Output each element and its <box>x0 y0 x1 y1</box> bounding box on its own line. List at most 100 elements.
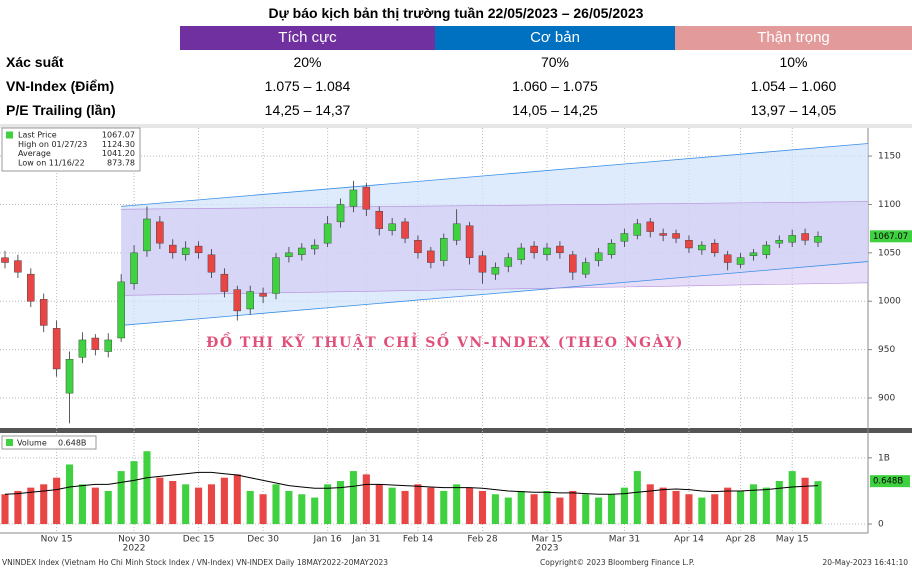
volume-bar <box>259 494 267 525</box>
volume-bar <box>801 477 809 525</box>
candle-body <box>156 221 164 244</box>
volume-bar <box>607 494 616 525</box>
volume-bar <box>749 484 758 525</box>
channel-line <box>121 143 869 207</box>
y-tick-label: 1050 <box>878 248 901 258</box>
volume-bar <box>543 490 551 525</box>
candle-body <box>581 262 590 275</box>
candle-body <box>233 289 242 312</box>
volume-bar <box>788 471 796 525</box>
volume-bar <box>427 487 435 525</box>
candle-body <box>788 235 796 243</box>
frame <box>0 124 912 128</box>
x-tick-label: Apr 28 <box>726 535 756 545</box>
candle-body <box>14 260 22 273</box>
candle-body <box>349 189 358 207</box>
y-tick-label: 1100 <box>878 200 901 210</box>
footer-timestamp: 20-May-2023 16:41:10 <box>823 558 909 567</box>
cell: 20% <box>293 54 322 70</box>
candle-body <box>388 223 396 231</box>
x-tick-label: Nov 30 <box>118 535 150 545</box>
volume-bar <box>595 497 603 525</box>
candle-body <box>207 254 216 273</box>
x-tick-label: Feb 28 <box>467 535 498 545</box>
candle-body <box>646 221 654 232</box>
volume-bar <box>530 494 538 525</box>
candle-body <box>130 252 138 285</box>
candle-body <box>78 339 87 358</box>
x-tick-label: Jan 31 <box>351 535 380 545</box>
volume-bar <box>40 484 48 525</box>
candle-body <box>375 211 383 229</box>
candle-body <box>517 247 525 260</box>
volume-legend-value: 0.648B <box>58 439 86 448</box>
volume-bar <box>672 490 680 525</box>
candle-body <box>117 281 125 339</box>
candle-body <box>220 273 229 292</box>
candle-body <box>723 254 732 263</box>
x-tick-label: Jan 16 <box>313 535 342 545</box>
x-tick-label: Dec 30 <box>247 535 279 545</box>
candle-body <box>310 244 319 250</box>
volume-bar <box>233 474 241 525</box>
candle-body <box>749 252 758 256</box>
volume-bar <box>91 487 99 525</box>
volume-bar <box>698 497 706 525</box>
row-label: VN-Index (Điểm) <box>6 78 115 94</box>
candle-body <box>298 247 306 255</box>
candle-body <box>52 328 61 370</box>
candle-body <box>246 291 254 310</box>
candle-body <box>285 252 293 257</box>
volume-bar <box>466 487 474 525</box>
candle-body <box>659 233 667 236</box>
header-row: Tích cực Cơ bản Thận trọng <box>0 26 912 50</box>
volume-bar <box>130 461 138 525</box>
cell: 10% <box>779 54 808 70</box>
candle-body <box>633 223 642 236</box>
volume-bar <box>143 451 151 525</box>
volume-bar <box>53 477 61 525</box>
volume-bar <box>169 481 177 525</box>
volume-bar <box>156 477 164 525</box>
volume-bar <box>311 497 319 525</box>
volume-bar <box>620 487 628 525</box>
footer-copyright: Copyright© 2023 Bloomberg Finance L.P. <box>540 558 695 567</box>
volume-bar <box>182 484 190 525</box>
candle-body <box>181 247 190 255</box>
candle-body <box>27 273 35 302</box>
volume-bar <box>504 497 512 525</box>
candle-body <box>504 257 513 267</box>
volume-bar <box>336 481 345 525</box>
candle-body <box>91 337 100 350</box>
volume-bar <box>401 490 409 525</box>
volume-bar <box>646 484 654 525</box>
volume-bar <box>724 487 732 525</box>
candle-body <box>569 254 577 273</box>
last-volume-tag <box>870 475 910 488</box>
last-price-tag <box>870 230 912 243</box>
volume-bar <box>569 490 577 525</box>
candle-body <box>440 238 448 261</box>
volume-bar <box>285 490 293 525</box>
candle-body <box>698 244 706 251</box>
volume-bar <box>207 484 216 525</box>
volume-bar <box>478 490 487 525</box>
candle-body <box>465 225 474 258</box>
cell: 14,25 – 14,37 <box>264 102 351 118</box>
volume-bar <box>117 471 125 525</box>
last-volume-label: 0.648B <box>873 477 903 487</box>
candle-body <box>607 242 616 255</box>
forecast-table: Dự báo kịch bản thị trường tuần 22/05/20… <box>0 0 912 122</box>
volume-legend-name: Volume <box>17 439 47 448</box>
volume-bar <box>14 490 22 525</box>
candle-body <box>259 293 267 297</box>
band-line <box>121 282 869 296</box>
candle-body <box>711 242 719 254</box>
candle-body <box>104 339 112 352</box>
footer-source: VNINDEX Index (Vietnam Ho Chi Minh Stock… <box>2 558 388 567</box>
volume-bar <box>440 490 448 525</box>
candle-body <box>65 359 74 394</box>
row-label: P/E Trailing (lần) <box>6 102 116 118</box>
